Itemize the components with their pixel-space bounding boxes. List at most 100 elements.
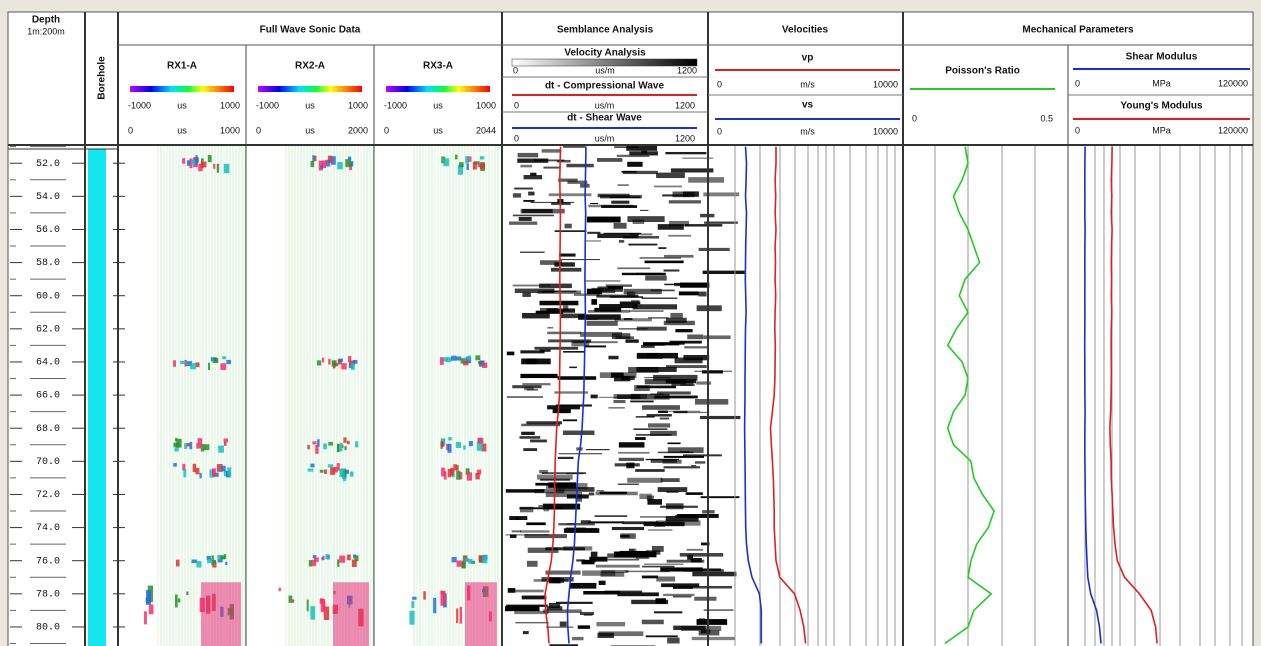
semblance-streak	[530, 201, 575, 204]
waveform-blob	[476, 441, 483, 451]
semblance-streak	[526, 522, 546, 526]
waveform-blob	[220, 555, 226, 560]
scale-unit: us/m	[595, 133, 615, 143]
semblance-streak	[654, 395, 698, 399]
scale-min: 0	[514, 133, 519, 143]
semblance-streak	[506, 351, 515, 356]
waveform-blob	[174, 594, 178, 608]
semblance-streak	[628, 243, 658, 246]
semblance-streak	[644, 260, 684, 264]
semblance-streak	[641, 344, 655, 348]
waveform-blob	[456, 608, 459, 624]
semblance-streak	[630, 393, 670, 400]
semblance-streak	[645, 635, 678, 638]
semblance-streak	[636, 366, 677, 372]
semblance-streak	[674, 411, 710, 414]
semblance-streak	[559, 621, 567, 627]
waveform-blob	[348, 356, 352, 362]
waveform-blob	[144, 611, 147, 625]
scale-max: 1000	[220, 125, 240, 135]
waveform-blob	[336, 443, 340, 453]
waveform-blob	[472, 162, 477, 170]
semblance-streak	[511, 530, 522, 533]
semblance-streak	[668, 234, 692, 237]
semblance-streak	[616, 394, 641, 400]
semblance-streak	[643, 521, 685, 527]
semblance-streak	[591, 299, 598, 305]
waveform-blob	[349, 161, 354, 167]
waveform-blob	[319, 469, 324, 473]
semblance-streak	[665, 317, 687, 323]
semblance-streak	[520, 373, 558, 379]
depth-label: 58.0	[36, 258, 60, 269]
waveform-blob	[173, 463, 177, 467]
semblance-streak	[582, 560, 596, 563]
semblance-streak	[682, 157, 714, 159]
waveform-blob	[447, 468, 452, 478]
waveform-blob	[208, 362, 211, 371]
borehole-title: Borehole	[97, 56, 108, 100]
semblance-streak	[674, 357, 703, 364]
depth-label: 70.0	[36, 457, 60, 468]
scale-min: 0	[1075, 125, 1080, 135]
semblance-streak	[517, 152, 539, 158]
waveform-blob	[218, 445, 224, 453]
semblance-streak	[599, 491, 627, 495]
semblance-streak	[621, 272, 666, 276]
semblance-streak	[631, 599, 669, 605]
scale-max: 1200	[675, 100, 695, 110]
semblance-streak	[522, 631, 529, 635]
waveform-blob	[306, 599, 309, 612]
receiver-name: RX1-A	[167, 61, 197, 72]
waveform-blob	[212, 561, 217, 568]
waveform-blob	[475, 472, 480, 480]
waveform-blob	[459, 606, 463, 624]
semblance-streak	[643, 343, 665, 346]
semblance-streak	[597, 632, 614, 638]
semblance-streak	[524, 386, 534, 391]
semblance-streak	[703, 335, 731, 340]
semblance-streak	[621, 170, 637, 173]
semblance-streak	[627, 161, 643, 167]
semblance-streak	[666, 365, 707, 369]
waveform-blob	[478, 555, 483, 563]
scale-max: 1200	[677, 65, 697, 75]
semblance-streak	[505, 534, 550, 536]
semblance-streak	[635, 557, 650, 560]
semblance-streak	[542, 503, 581, 510]
semblance-streak	[608, 407, 625, 409]
semblance-streak	[651, 545, 664, 552]
semblance-streak	[528, 191, 535, 196]
waveform-blob	[440, 590, 446, 606]
waveform-blob	[456, 560, 462, 567]
semblance-streak	[546, 606, 563, 611]
semblance-streak	[557, 376, 597, 380]
semblance-streak	[586, 320, 618, 326]
semblance-streak	[507, 588, 516, 593]
waveform-blob	[191, 559, 198, 564]
semblance-streak	[694, 399, 729, 405]
waveform-blob	[174, 444, 179, 452]
semblance-streak	[620, 533, 636, 539]
semblance-streak	[586, 449, 610, 451]
semblance-streak	[590, 202, 599, 205]
curve-name: vs	[802, 100, 814, 111]
semblance-streak	[590, 551, 598, 557]
waveform-blob	[460, 358, 466, 364]
curve	[566, 146, 587, 644]
depth-label: 78.0	[36, 589, 60, 600]
semblance-streak	[698, 247, 730, 251]
semblance-streak	[642, 405, 680, 410]
semblance-streak	[636, 385, 677, 389]
waveform-blob	[221, 465, 226, 472]
waveform-blob	[212, 468, 216, 477]
waveform-blob	[291, 599, 295, 603]
semblance-streak	[691, 636, 735, 641]
depth-label: 68.0	[36, 424, 60, 435]
semblance-streak	[657, 224, 684, 230]
semblance-streak	[522, 383, 551, 386]
curve-name: Young's Modulus	[1120, 101, 1203, 112]
semblance-streak	[557, 456, 574, 460]
semblance-streak	[641, 150, 648, 154]
semblance-streak	[661, 583, 700, 588]
